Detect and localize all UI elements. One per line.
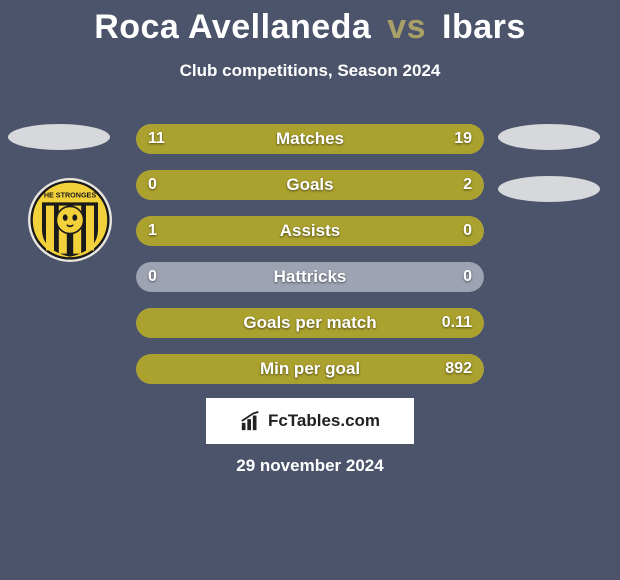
- svg-text:HE STRONGES: HE STRONGES: [44, 191, 97, 200]
- stat-bars: Matches1119 Goals02 Assists10 Hattricks00 Go…: [136, 124, 484, 400]
- club-logo: HE STRONGES: [28, 178, 112, 262]
- chart-icon: [240, 410, 262, 432]
- stat-bar-hattricks: Hattricks00: [136, 262, 484, 292]
- right-photo-placeholder-1: [498, 124, 600, 150]
- vs-label: vs: [387, 8, 426, 46]
- stat-bar-goals-per-match: Goals per match0.11: [136, 308, 484, 338]
- stat-bar-min-per-goal: Min per goal892: [136, 354, 484, 384]
- page-title: Roca Avellaneda vs Ibars: [0, 0, 620, 47]
- stat-bar-matches: Matches1119: [136, 124, 484, 154]
- player2-name: Ibars: [442, 8, 526, 46]
- bar-fill-player1: [136, 124, 265, 154]
- bar-fill-player2: [265, 124, 484, 154]
- bar-fill-player1: [136, 216, 484, 246]
- left-photo-placeholder: [8, 124, 110, 150]
- bar-track: [136, 262, 484, 292]
- footer-date: 29 november 2024: [0, 456, 620, 476]
- player1-name: Roca Avellaneda: [94, 8, 371, 46]
- tiger-shield-icon: HE STRONGES: [30, 180, 110, 260]
- bar-fill-player2: [136, 170, 484, 200]
- bar-fill-player2: [136, 354, 484, 384]
- right-photo-placeholder-2: [498, 176, 600, 202]
- stat-bar-goals: Goals02: [136, 170, 484, 200]
- bar-fill-player2: [136, 308, 484, 338]
- stat-bar-assists: Assists10: [136, 216, 484, 246]
- subtitle: Club competitions, Season 2024: [0, 61, 620, 81]
- brand-text: FcTables.com: [268, 411, 380, 431]
- brand-badge: FcTables.com: [206, 398, 414, 444]
